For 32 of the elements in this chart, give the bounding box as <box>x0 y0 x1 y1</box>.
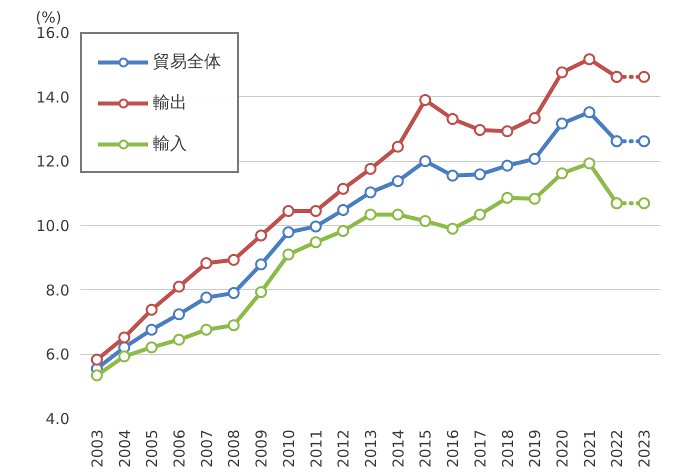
x-tick-label: 2007 <box>198 429 216 468</box>
x-tick-label: 2004 <box>116 429 134 468</box>
x-tick-label: 2016 <box>444 429 462 468</box>
x-tick-label: 2018 <box>498 429 517 468</box>
x-tick-label: 2003 <box>88 429 106 468</box>
x-tick-label: 2021 <box>580 429 599 468</box>
legend-label: 輸入 <box>153 133 187 155</box>
x-tick-label: 2019 <box>526 429 544 468</box>
x-tick-label: 2011 <box>307 429 326 468</box>
y-axis-title: (%) <box>36 8 62 26</box>
y-tick-label: 16.0 <box>36 24 70 42</box>
x-tick-label: 2008 <box>225 429 244 468</box>
x-tick-label: 2022 <box>608 429 626 468</box>
x-tick-label: 2023 <box>636 429 654 468</box>
x-tick-label: 2020 <box>554 429 572 468</box>
x-tick-label: 2009 <box>252 429 271 468</box>
legend-label: 輸出 <box>153 92 187 114</box>
x-tick-label: 2017 <box>471 429 490 468</box>
x-tick-label: 2013 <box>362 429 380 468</box>
y-tick-label: 12.0 <box>36 152 70 171</box>
y-tick-label: 10.0 <box>36 217 70 235</box>
x-tick-label: 2005 <box>143 429 162 468</box>
y-tick-label: 4.0 <box>46 410 70 428</box>
x-tick-label: 2015 <box>416 429 435 468</box>
y-tick-label: 14.0 <box>36 88 70 106</box>
x-tick-label: 2014 <box>389 429 408 468</box>
x-tick-label: 2010 <box>280 429 298 468</box>
y-tick-label: 6.0 <box>46 346 70 364</box>
legend-label: 貿易全体 <box>153 51 221 73</box>
y-tick-label: 8.0 <box>46 281 70 300</box>
x-tick-label: 2006 <box>170 429 188 468</box>
x-tick-label: 2012 <box>334 429 353 468</box>
